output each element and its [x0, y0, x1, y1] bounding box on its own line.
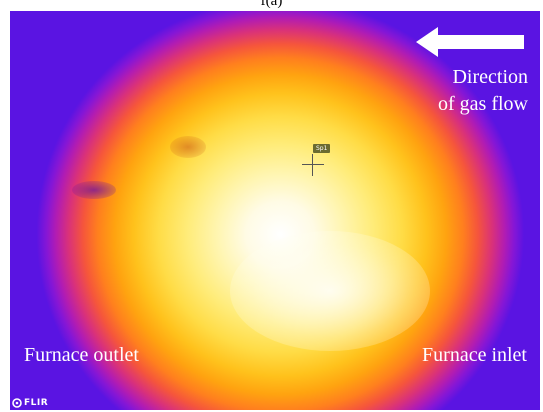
- spot-meter-label: Sp1: [313, 144, 331, 153]
- gas-flow-label: Direction of gas flow: [368, 64, 528, 118]
- cool-spot: [170, 136, 206, 158]
- flir-logo-text: FLIR: [24, 398, 49, 408]
- furnace-inlet-label: Furnace inlet: [422, 344, 527, 366]
- flir-logo-icon: [12, 398, 22, 408]
- flir-logo: FLIR: [12, 396, 48, 410]
- caption-text: f(a): [260, 0, 283, 9]
- crosshair-icon: [302, 154, 324, 176]
- thermal-image: Sp1 Direction of gas flow Furnace outlet…: [10, 11, 540, 410]
- gas-flow-line-2: of gas flow: [438, 93, 528, 115]
- hot-core-region: [230, 231, 430, 351]
- figure-caption: f(a): [0, 0, 543, 12]
- arrow-left-icon: [416, 27, 524, 57]
- furnace-outlet-label: Furnace outlet: [24, 344, 139, 366]
- cool-spot-left: [72, 181, 116, 199]
- gas-flow-line-1: Direction: [452, 66, 528, 88]
